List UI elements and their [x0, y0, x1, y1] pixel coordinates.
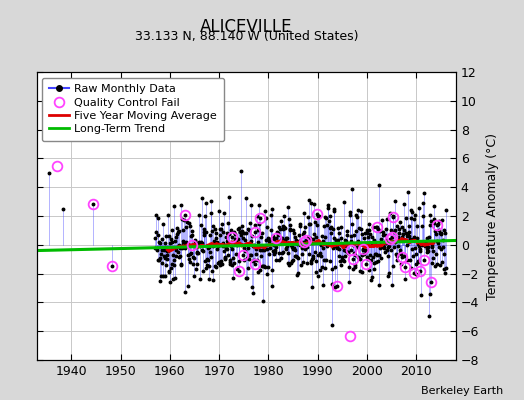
Y-axis label: Temperature Anomaly (°C): Temperature Anomaly (°C) [486, 132, 499, 300]
Legend: Raw Monthly Data, Quality Control Fail, Five Year Moving Average, Long-Term Tren: Raw Monthly Data, Quality Control Fail, … [42, 78, 224, 141]
Text: Berkeley Earth: Berkeley Earth [421, 386, 503, 396]
Text: ALICEVILLE: ALICEVILLE [200, 18, 292, 36]
Text: 33.133 N, 88.140 W (United States): 33.133 N, 88.140 W (United States) [135, 30, 358, 43]
